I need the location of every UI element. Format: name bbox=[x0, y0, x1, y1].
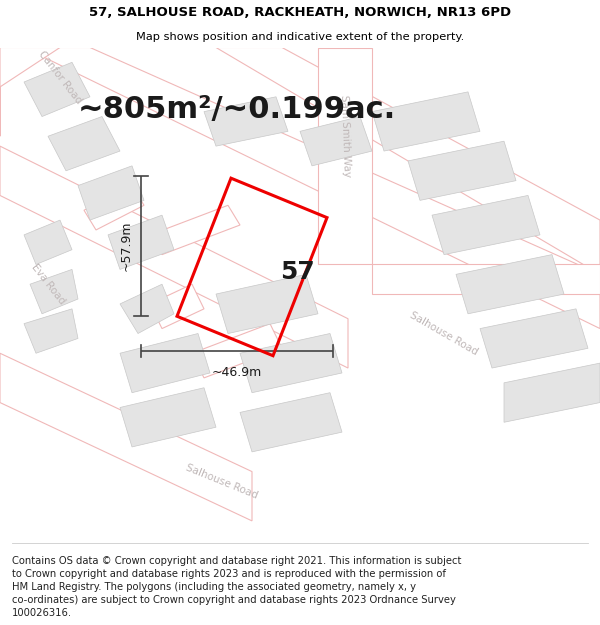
Text: 57: 57 bbox=[280, 260, 314, 284]
Polygon shape bbox=[192, 324, 282, 378]
Polygon shape bbox=[24, 309, 78, 353]
Polygon shape bbox=[372, 92, 480, 151]
Polygon shape bbox=[30, 269, 78, 314]
Polygon shape bbox=[0, 48, 60, 136]
Polygon shape bbox=[84, 186, 144, 230]
Polygon shape bbox=[48, 116, 120, 171]
Polygon shape bbox=[432, 196, 540, 254]
Polygon shape bbox=[372, 264, 600, 294]
Text: Canfor Road: Canfor Road bbox=[37, 49, 83, 106]
Polygon shape bbox=[480, 309, 588, 368]
Polygon shape bbox=[240, 334, 342, 392]
Text: 100026316.: 100026316. bbox=[12, 608, 72, 618]
Text: ~46.9m: ~46.9m bbox=[212, 366, 262, 379]
Text: co-ordinates) are subject to Crown copyright and database rights 2023 Ordnance S: co-ordinates) are subject to Crown copyr… bbox=[12, 595, 456, 605]
Text: Salhouse Road: Salhouse Road bbox=[408, 310, 480, 357]
Text: HM Land Registry. The polygons (including the associated geometry, namely x, y: HM Land Registry. The polygons (includin… bbox=[12, 582, 416, 592]
Text: Salhouse Road: Salhouse Road bbox=[185, 462, 259, 501]
Polygon shape bbox=[24, 62, 90, 116]
Polygon shape bbox=[216, 48, 600, 274]
Text: Contains OS data © Crown copyright and database right 2021. This information is : Contains OS data © Crown copyright and d… bbox=[12, 556, 461, 566]
Polygon shape bbox=[150, 284, 204, 329]
Text: ~57.9m: ~57.9m bbox=[119, 221, 133, 271]
Polygon shape bbox=[204, 97, 288, 146]
Polygon shape bbox=[24, 48, 600, 329]
Polygon shape bbox=[78, 166, 144, 220]
Polygon shape bbox=[0, 353, 252, 521]
Polygon shape bbox=[408, 141, 516, 201]
Text: Sam Smith Way: Sam Smith Way bbox=[338, 95, 352, 178]
Text: Eva Road: Eva Road bbox=[29, 262, 67, 306]
Polygon shape bbox=[0, 146, 348, 368]
Polygon shape bbox=[300, 116, 372, 166]
Polygon shape bbox=[504, 363, 600, 423]
Polygon shape bbox=[150, 205, 240, 254]
Polygon shape bbox=[240, 392, 342, 452]
Text: 57, SALHOUSE ROAD, RACKHEATH, NORWICH, NR13 6PD: 57, SALHOUSE ROAD, RACKHEATH, NORWICH, N… bbox=[89, 6, 511, 19]
Polygon shape bbox=[120, 388, 216, 447]
Text: Map shows position and indicative extent of the property.: Map shows position and indicative extent… bbox=[136, 32, 464, 42]
Text: to Crown copyright and database rights 2023 and is reproduced with the permissio: to Crown copyright and database rights 2… bbox=[12, 569, 446, 579]
Polygon shape bbox=[456, 254, 564, 314]
Polygon shape bbox=[216, 274, 318, 334]
Polygon shape bbox=[120, 334, 210, 392]
Polygon shape bbox=[318, 48, 372, 264]
Polygon shape bbox=[108, 215, 174, 269]
Polygon shape bbox=[120, 284, 174, 334]
Polygon shape bbox=[24, 220, 72, 264]
Text: ~805m²/~0.199ac.: ~805m²/~0.199ac. bbox=[78, 94, 396, 124]
